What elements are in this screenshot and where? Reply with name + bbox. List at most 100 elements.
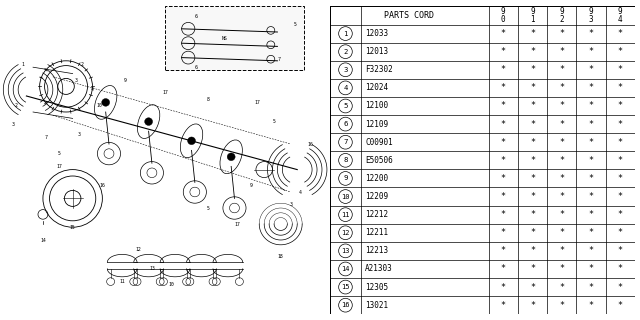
Text: *: *	[559, 264, 564, 274]
Text: 17: 17	[163, 90, 168, 95]
Text: *: *	[559, 283, 564, 292]
Text: *: *	[500, 246, 506, 255]
Text: 5: 5	[294, 21, 297, 27]
Text: *: *	[530, 283, 535, 292]
Text: 8: 8	[343, 157, 348, 163]
Text: 3: 3	[74, 77, 77, 83]
Text: 10: 10	[96, 103, 102, 108]
Text: *: *	[589, 120, 593, 129]
Text: *: *	[589, 47, 593, 56]
Text: 15: 15	[70, 225, 76, 230]
Text: *: *	[559, 210, 564, 219]
Text: *: *	[589, 246, 593, 255]
Text: *: *	[530, 138, 535, 147]
Text: 5: 5	[343, 103, 348, 109]
Text: 2: 2	[15, 103, 18, 108]
Text: C00901: C00901	[365, 138, 393, 147]
Text: 10: 10	[341, 194, 349, 200]
Text: 15: 15	[341, 284, 349, 290]
Text: *: *	[530, 29, 535, 38]
Text: *: *	[618, 210, 623, 219]
Text: 2: 2	[343, 49, 348, 55]
Text: 12200: 12200	[365, 174, 388, 183]
Text: E50506: E50506	[365, 156, 393, 165]
Text: 7: 7	[277, 57, 280, 62]
Text: *: *	[559, 84, 564, 92]
Text: 12: 12	[341, 230, 349, 236]
Text: 16: 16	[341, 302, 349, 308]
Text: *: *	[530, 301, 535, 310]
Text: *: *	[559, 47, 564, 56]
Text: 6: 6	[195, 13, 198, 19]
Text: 17: 17	[56, 164, 62, 169]
Text: *: *	[500, 65, 506, 74]
Text: 9
3: 9 3	[589, 7, 593, 24]
Circle shape	[188, 137, 195, 145]
Text: *: *	[559, 101, 564, 110]
Text: 17: 17	[235, 221, 241, 227]
Text: 9
2: 9 2	[559, 7, 564, 24]
Text: *: *	[618, 301, 623, 310]
Text: *: *	[530, 174, 535, 183]
Text: *: *	[500, 101, 506, 110]
Text: *: *	[618, 84, 623, 92]
Text: *: *	[618, 29, 623, 38]
Text: 18: 18	[278, 253, 284, 259]
Text: *: *	[500, 228, 506, 237]
Text: *: *	[500, 47, 506, 56]
Text: *: *	[618, 283, 623, 292]
Text: *: *	[530, 228, 535, 237]
Text: 7: 7	[343, 139, 348, 145]
Text: 12033: 12033	[365, 29, 388, 38]
Text: *: *	[559, 228, 564, 237]
Text: 12024: 12024	[365, 84, 388, 92]
Text: *: *	[559, 174, 564, 183]
Text: 13: 13	[341, 248, 349, 254]
Text: *: *	[500, 283, 506, 292]
Text: 16: 16	[99, 183, 105, 188]
Text: *: *	[530, 246, 535, 255]
Text: 9: 9	[343, 175, 348, 181]
Text: 12: 12	[136, 247, 141, 252]
Text: 3: 3	[78, 132, 81, 137]
Text: *: *	[500, 210, 506, 219]
Text: 9: 9	[250, 183, 252, 188]
Text: 5: 5	[207, 205, 209, 211]
Bar	[165, 6, 304, 70]
Text: *: *	[500, 174, 506, 183]
Text: 5: 5	[273, 119, 276, 124]
Circle shape	[102, 99, 109, 106]
Text: *: *	[589, 29, 593, 38]
Text: 12212: 12212	[365, 210, 388, 219]
Text: *: *	[618, 47, 623, 56]
Text: *: *	[618, 101, 623, 110]
Text: *: *	[589, 228, 593, 237]
Text: *: *	[530, 101, 535, 110]
Text: 9
0: 9 0	[501, 7, 506, 24]
Text: NS: NS	[221, 36, 227, 41]
Text: 9
1: 9 1	[530, 7, 535, 24]
Text: *: *	[618, 65, 623, 74]
Text: 9
4: 9 4	[618, 7, 623, 24]
Text: 14: 14	[341, 266, 349, 272]
Text: *: *	[618, 120, 623, 129]
Text: *: *	[559, 192, 564, 201]
Text: *: *	[559, 29, 564, 38]
Text: 12100: 12100	[365, 101, 388, 110]
Text: *: *	[589, 156, 593, 165]
Text: *: *	[618, 174, 623, 183]
Text: *: *	[559, 246, 564, 255]
Text: *: *	[589, 283, 593, 292]
Text: 13021: 13021	[365, 301, 388, 310]
Text: *: *	[559, 301, 564, 310]
Text: *: *	[618, 264, 623, 274]
Text: *: *	[589, 210, 593, 219]
Text: 12209: 12209	[365, 192, 388, 201]
Text: 12211: 12211	[365, 228, 388, 237]
Text: 11: 11	[119, 279, 125, 284]
Text: 16: 16	[308, 141, 314, 147]
Text: 12109: 12109	[365, 120, 388, 129]
Text: *: *	[530, 120, 535, 129]
Text: *: *	[589, 84, 593, 92]
Text: *: *	[589, 138, 593, 147]
